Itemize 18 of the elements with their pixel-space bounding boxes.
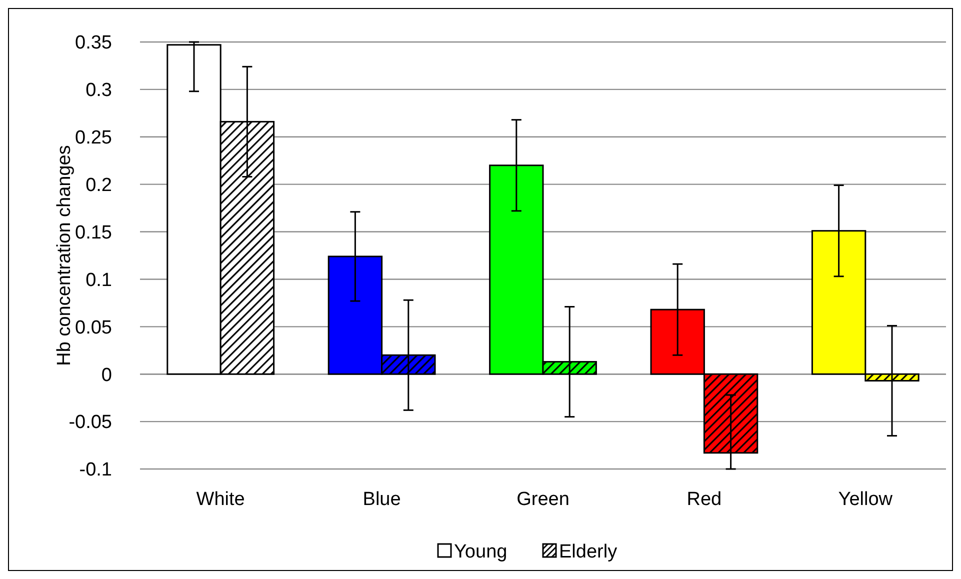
legend-label: Elderly [559, 542, 618, 563]
x-tick-label: Yellow [838, 489, 893, 510]
y-tick-label: 0 [101, 364, 112, 386]
legend-label: Young [454, 542, 508, 563]
y-tick-label: 0.3 [86, 80, 112, 102]
y-tick-label: 0.1 [86, 270, 112, 291]
y-tick-label: -0.05 [68, 412, 112, 434]
x-tick-label: Red [686, 489, 722, 510]
x-tick-label: Blue [362, 489, 401, 510]
x-tick-label: Green [516, 489, 570, 510]
y-tick-label: 0.05 [75, 317, 112, 338]
y-tick-label: 0.15 [75, 222, 112, 244]
y-tick-label: 0.25 [75, 128, 112, 149]
y-tick-label: -0.1 [79, 460, 112, 481]
x-tick-label: White [196, 489, 245, 510]
y-tick-label: 0.35 [75, 32, 112, 54]
y-tick-label: 0.2 [86, 174, 112, 196]
y-axis-title: Hb concentration changes [54, 145, 75, 366]
